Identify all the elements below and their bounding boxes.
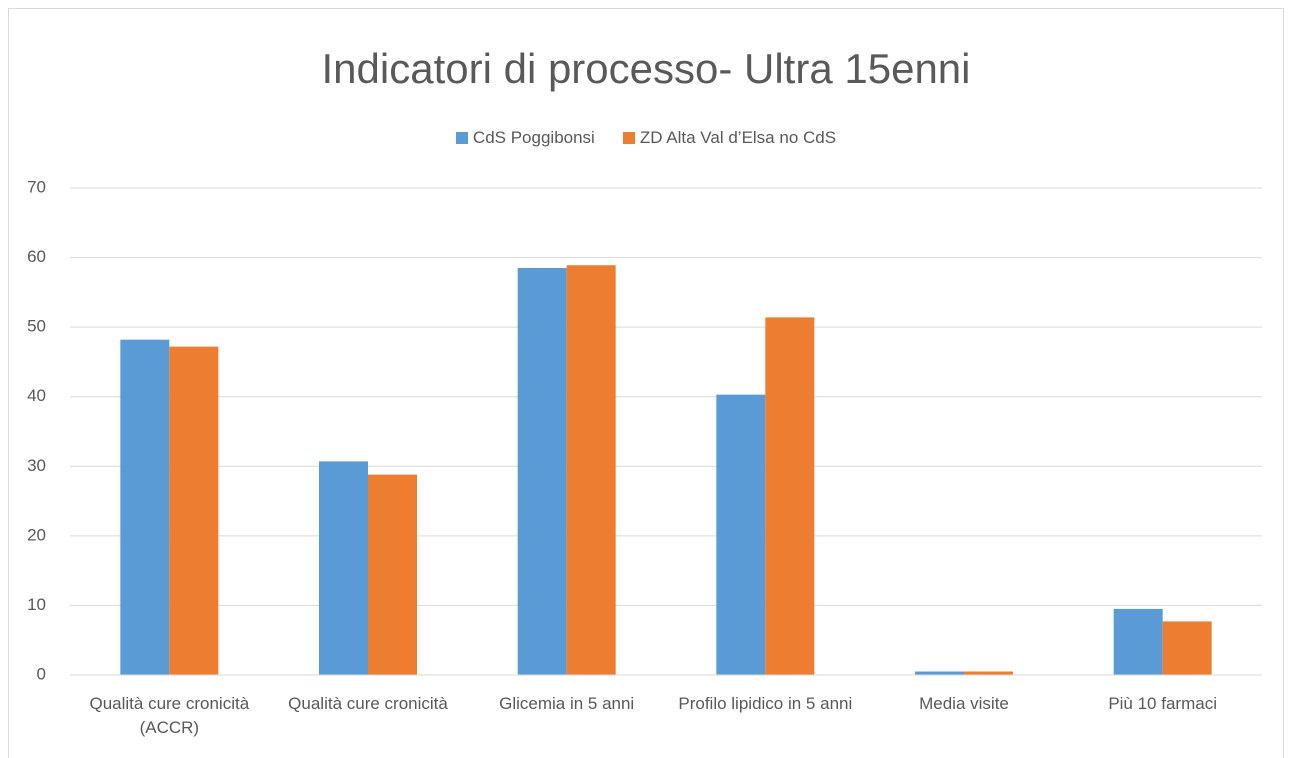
bar xyxy=(368,474,417,675)
bar xyxy=(1162,621,1212,675)
legend-label: CdS Poggibonsi xyxy=(472,128,595,147)
y-tick-label: 70 xyxy=(27,177,46,196)
x-tick-label: Glicemia in 5 anni xyxy=(499,694,635,713)
y-tick-label: 40 xyxy=(27,386,46,405)
bar xyxy=(169,346,219,675)
chart-border xyxy=(8,8,1284,758)
y-tick-label: 60 xyxy=(27,247,46,266)
bar xyxy=(1113,608,1163,675)
y-tick-label: 50 xyxy=(27,317,46,336)
bar xyxy=(765,317,815,675)
legend: CdS Poggibonsi ZD Alta Val d’Elsa no CdS xyxy=(0,128,1292,148)
x-tick-label: Media visite xyxy=(919,694,1009,713)
x-tick-label: Qualità cure cronicità xyxy=(288,694,448,713)
y-tick-label: 20 xyxy=(27,525,46,544)
bar xyxy=(915,671,964,675)
bar xyxy=(319,461,368,675)
x-tick-label: Qualità cure cronicità (ACCR) xyxy=(89,694,250,737)
chart-title: Indicatori di processo- Ultra 15enni xyxy=(322,45,971,92)
bar xyxy=(566,265,616,675)
x-tick-label: Più 10 farmaci xyxy=(1108,694,1217,713)
legend-label: ZD Alta Val d’Elsa no CdS xyxy=(639,128,837,147)
bar xyxy=(517,268,567,675)
y-tick-label: 0 xyxy=(37,664,46,683)
bar xyxy=(716,394,766,675)
legend-swatch xyxy=(622,132,635,144)
bar xyxy=(964,671,1013,675)
legend-item: CdS Poggibonsi xyxy=(455,128,595,148)
bar xyxy=(120,339,170,675)
legend-swatch xyxy=(455,132,468,144)
x-tick-label: Profilo lipidico in 5 anni xyxy=(678,694,853,713)
y-tick-label: 10 xyxy=(27,595,46,614)
y-tick-label: 30 xyxy=(27,456,46,475)
legend-item: ZD Alta Val d’Elsa no CdS xyxy=(622,128,837,148)
